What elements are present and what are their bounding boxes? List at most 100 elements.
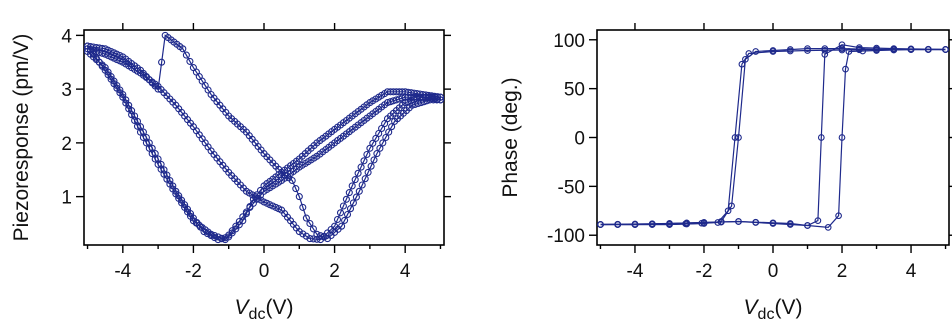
data-point	[597, 221, 604, 228]
y-tick-label: 3	[61, 80, 72, 101]
data-point	[804, 47, 811, 54]
data-point	[260, 187, 268, 195]
data-point	[339, 202, 347, 210]
y-tick-label: 4	[61, 26, 72, 47]
data-point	[218, 234, 226, 242]
data-point	[804, 222, 811, 229]
x-tick-label: 4	[400, 261, 411, 282]
y-tick-label: 100	[553, 31, 585, 52]
data-point	[838, 46, 846, 54]
data-point	[249, 199, 257, 207]
data-point	[142, 139, 150, 147]
data-point	[369, 139, 377, 147]
data-point	[148, 150, 156, 158]
data-point	[682, 220, 689, 228]
data-point	[343, 210, 352, 219]
data-point	[373, 150, 381, 158]
series-line	[87, 45, 441, 241]
data-point	[154, 85, 162, 93]
data-point	[924, 46, 932, 53]
data-point	[742, 55, 749, 63]
plot-frame	[596, 29, 950, 246]
data-point	[855, 46, 863, 54]
data-point	[873, 46, 880, 53]
data-point	[349, 199, 357, 207]
y-axis-title: Piezoresponse (pm/V)	[10, 34, 33, 242]
data-point	[136, 128, 145, 136]
data-point	[253, 195, 261, 203]
x-tick-label: 2	[329, 261, 340, 282]
data-point	[309, 225, 317, 233]
data-point	[145, 144, 153, 152]
data-point	[182, 51, 190, 59]
data-point	[355, 187, 363, 195]
data-point	[172, 190, 180, 198]
series-line	[87, 48, 441, 241]
data-point	[166, 180, 174, 188]
data-point	[378, 124, 386, 133]
data-point	[83, 42, 92, 50]
y-tick-label: 2	[61, 134, 72, 155]
x-axis-title-subscript: dc	[758, 306, 775, 323]
data-point	[221, 236, 229, 244]
data-point	[354, 169, 362, 177]
data-point	[731, 134, 739, 141]
data-point	[211, 232, 219, 240]
data-point	[370, 156, 378, 164]
data-point	[139, 133, 147, 142]
series-line	[600, 48, 946, 226]
data-point	[228, 227, 236, 235]
x-axis-title-unit: (V)	[265, 296, 293, 319]
data-point	[804, 45, 811, 52]
data-point	[357, 163, 365, 171]
data-point	[382, 133, 390, 142]
data-point	[235, 217, 243, 226]
data-point	[361, 175, 369, 183]
x-tick-label: -4	[114, 261, 131, 282]
data-point	[814, 217, 822, 224]
data-point	[360, 157, 368, 165]
data-point	[341, 216, 349, 224]
data-point	[151, 155, 159, 163]
data-point	[376, 144, 384, 152]
data-point	[745, 50, 753, 57]
data-point	[367, 162, 375, 170]
data-point	[698, 219, 706, 227]
data-point	[336, 209, 345, 217]
data-point	[907, 46, 915, 53]
x-axis-title: Vdc(V)	[744, 296, 803, 323]
data-point	[358, 181, 366, 189]
data-point	[302, 232, 310, 240]
data-point	[890, 46, 898, 53]
data-point	[821, 51, 829, 58]
data-point	[253, 191, 261, 199]
y-tick-label: -100	[547, 226, 585, 247]
data-point	[333, 215, 342, 224]
piezoresponse-panel: -4 -2 0 2 4 1 2 3 4 Piezoresponse (pm/V) Vdc(V)	[10, 23, 451, 323]
data-point	[239, 213, 247, 221]
series-line	[600, 48, 946, 229]
data-point	[306, 235, 314, 243]
data-point	[752, 218, 760, 226]
data-point	[320, 233, 328, 241]
data-point	[125, 105, 133, 113]
data-point	[122, 99, 130, 107]
x-tick-label: 0	[768, 261, 779, 282]
series-line	[600, 48, 946, 226]
x-axis-title: Vdc(V)	[235, 296, 294, 323]
data-point	[824, 224, 832, 231]
data-point	[724, 207, 732, 215]
x-tick-label: 2	[837, 261, 848, 282]
y-tick-label: 0	[574, 129, 585, 150]
data-point	[388, 123, 396, 131]
data-point	[299, 230, 307, 238]
data-point	[352, 193, 360, 201]
data-point	[242, 208, 250, 216]
data-point	[302, 214, 310, 222]
series-line	[87, 51, 441, 241]
data-point	[735, 218, 742, 225]
data-point	[232, 222, 240, 230]
data-point	[295, 193, 303, 201]
data-point	[316, 232, 325, 240]
